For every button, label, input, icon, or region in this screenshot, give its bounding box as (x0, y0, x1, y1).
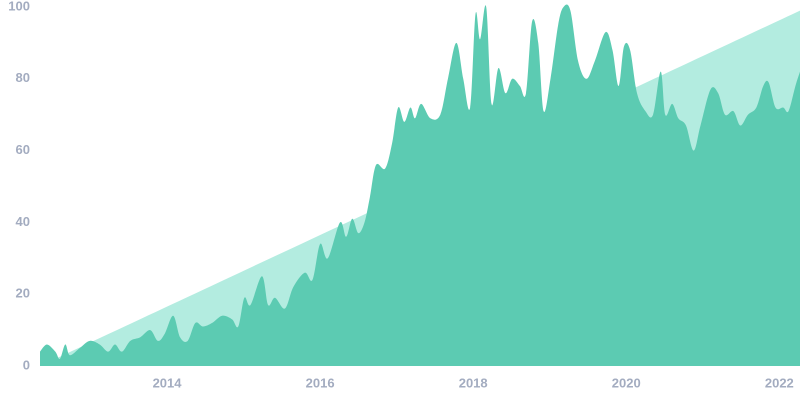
y-tick-label: 60 (16, 142, 30, 157)
x-tick-label: 2020 (612, 375, 641, 390)
x-tick-label: 2022 (765, 375, 794, 390)
x-tick-label: 2016 (306, 375, 335, 390)
y-tick-label: 0 (23, 357, 30, 372)
x-tick-label: 2018 (459, 375, 488, 390)
x-tick-label: 2014 (153, 375, 183, 390)
y-tick-label: 100 (8, 0, 30, 13)
y-tick-label: 20 (16, 286, 30, 301)
y-tick-label: 80 (16, 70, 30, 85)
y-tick-label: 40 (16, 214, 30, 229)
area (40, 4, 800, 366)
